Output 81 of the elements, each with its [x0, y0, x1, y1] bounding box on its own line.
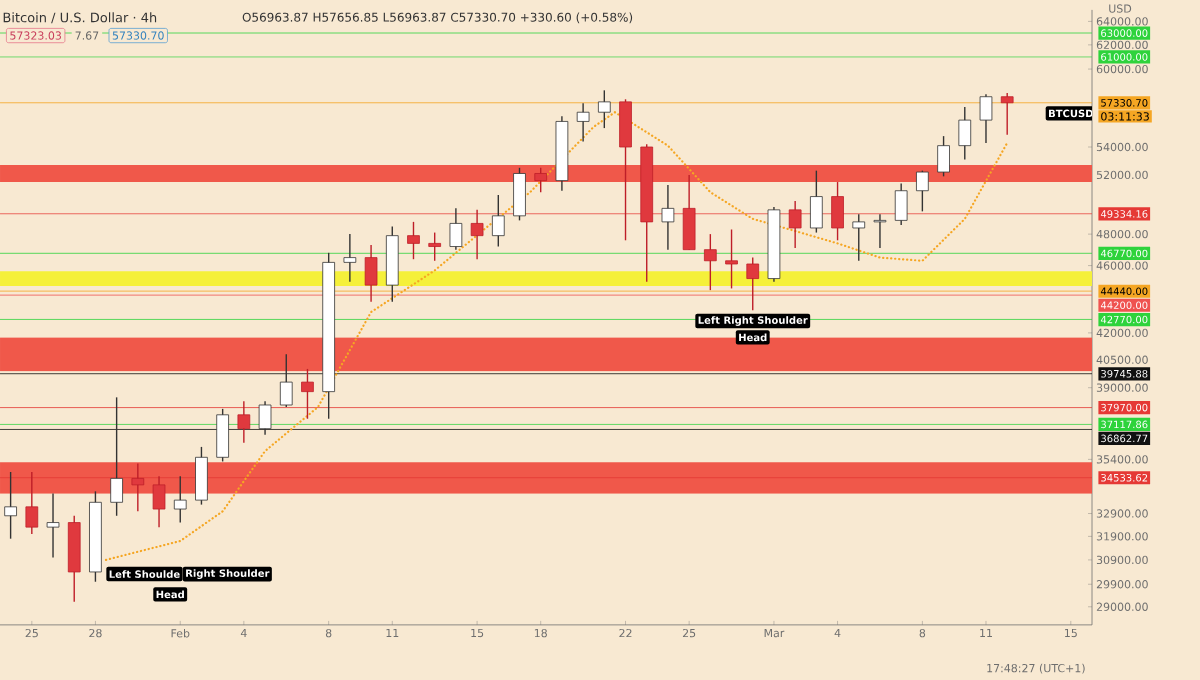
x-tick-label: 15 — [471, 628, 484, 638]
y-tick-label: 40500.00 — [1096, 355, 1148, 364]
y-tick-label: 64000.00 — [1096, 17, 1148, 26]
x-tick-label: 15 — [1065, 628, 1077, 638]
text: 03:11:33 — [1101, 112, 1149, 121]
ref-line-label: 34533.62 — [1101, 473, 1148, 482]
annotation: 7.67 — [75, 31, 99, 40]
candlestick — [661, 184, 675, 251]
y-tick-label: 42000.00 — [1096, 328, 1148, 338]
annotation: 57330.70 — [112, 31, 164, 40]
candlestick — [597, 89, 611, 129]
x-tick-label: Feb — [171, 628, 190, 638]
x-tick-label: 25 — [25, 628, 38, 638]
candlestick — [979, 93, 993, 144]
candlestick — [916, 169, 929, 213]
ref-line-label: 46770.00 — [1100, 249, 1148, 258]
annotation: BTCUSD — [1049, 109, 1093, 118]
candlestick — [491, 194, 505, 248]
candlestick — [576, 102, 590, 143]
chart-title: Bitcoin / U.S. Dollar · 4h — [3, 12, 157, 24]
text: 17:48:27 (UTC+1) — [987, 663, 1085, 674]
candlestick — [173, 475, 187, 524]
y-tick-label: 39000.00 — [1096, 383, 1148, 392]
y-tick-label: 62000.00 — [1096, 40, 1148, 50]
annotation: Left Shoulde — [109, 570, 180, 578]
candlestick — [4, 471, 17, 540]
y-tick-label: 29900.00 — [1096, 580, 1148, 589]
ref-line-label: 39745.88 — [1101, 369, 1148, 378]
x-tick-label: 11 — [980, 628, 992, 637]
y-tick-label: 46000.00 — [1096, 261, 1148, 270]
ref-line-label: 61000.00 — [1101, 53, 1148, 61]
y-tick-label: 31900.00 — [1096, 532, 1148, 541]
x-tick-label: 8 — [919, 628, 926, 638]
candlestick — [110, 396, 123, 517]
ref-line-label: 44200.00 — [1100, 301, 1148, 310]
x-tick-label: 11 — [386, 628, 399, 637]
candlestick — [343, 233, 357, 283]
candlestick — [1000, 92, 1014, 136]
candlestick — [873, 213, 887, 249]
annotation: 57323.03 — [10, 31, 61, 40]
ref-line-label: 37117.86 — [1101, 420, 1148, 429]
y-tick-label: 54000.00 — [1096, 142, 1148, 152]
candlestick — [428, 231, 442, 262]
x-tick-label: 8 — [325, 628, 332, 638]
ref-line-label: 36862.77 — [1101, 434, 1148, 443]
x-tick-label: 25 — [682, 628, 696, 638]
annotation: Head — [739, 333, 767, 342]
ref-line-label: 49334.16 — [1100, 210, 1148, 218]
x-tick-label: 28 — [89, 628, 102, 638]
y-tick-label: 48000.00 — [1096, 229, 1148, 239]
y-tick-label: 30900.00 — [1096, 555, 1148, 565]
x-tick-label: 4 — [834, 628, 841, 637]
annotation: Right Shoulder — [186, 569, 270, 580]
ref-line-label: 63000.00 — [1101, 29, 1148, 37]
candlestick — [46, 492, 60, 559]
y-tick-label: 32900.00 — [1096, 509, 1148, 518]
y-tick-label: 52000.00 — [1096, 170, 1148, 180]
y-tick-label: 29000.00 — [1096, 602, 1148, 611]
ref-line-label: 37970.00 — [1101, 403, 1148, 412]
y-tick-label: 60000.00 — [1096, 64, 1148, 74]
x-tick-label: 22 — [619, 628, 632, 638]
candlestick — [258, 400, 272, 436]
candlestick — [449, 207, 463, 251]
candlestick — [746, 256, 760, 312]
candlestick — [407, 221, 420, 260]
ref-line-label: 44440.00 — [1100, 287, 1148, 296]
chart-subtitle: O56963.87 H57656.85 L56963.87 C57330.70 +330.60 (+0.58%) — [242, 12, 633, 24]
y-tick-label: 35400.00 — [1096, 455, 1148, 464]
annotation: Head — [156, 590, 184, 599]
x-tick-label: 18 — [534, 628, 547, 638]
candlestick — [534, 167, 548, 193]
ref-line-label: 42770.00 — [1100, 315, 1148, 324]
x-tick-label: 4 — [240, 628, 247, 637]
y-axis-title: USD — [1109, 4, 1132, 13]
candlestick — [279, 353, 293, 408]
annotation: Left Right Shoulder — [698, 316, 808, 326]
ref-line-label: 57330.70 — [1101, 99, 1148, 107]
candlestick — [704, 233, 717, 291]
x-tick-label: Mar — [764, 628, 785, 638]
candlestick — [852, 213, 866, 262]
candlestick — [725, 228, 738, 290]
